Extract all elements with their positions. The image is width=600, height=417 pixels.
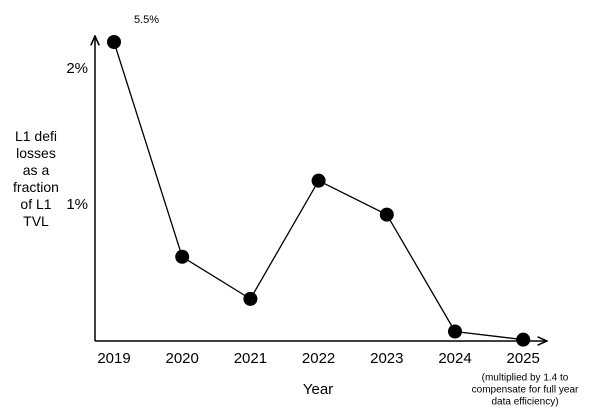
y-axis-label: L1 defi losses as a fraction of L1 TVL [8,128,64,230]
y-axis-label-line: L1 defi [14,128,58,144]
y-axis-label-line: TVL [23,213,49,229]
x-tick-label: 2024 [438,350,471,367]
data-line [113,41,524,341]
y-axis-label-line: losses [16,145,56,161]
data-point [516,332,531,347]
annotation: data efficiency) [491,397,558,408]
y-axis-label-line: of L1 [20,196,52,212]
x-tick-label: 2025 [507,350,540,367]
x-tick-label: 2021 [234,350,267,367]
annotation: compensate for full year [472,385,579,396]
x-tick-label: 2019 [97,350,130,367]
data-point [379,207,394,222]
data-point [107,35,121,49]
x-tick-label: 2023 [370,350,403,367]
data-label: 5.5% [134,14,159,26]
y-tick-label: 1% [66,196,88,213]
x-tick-label: 2020 [166,350,199,367]
data-point [175,249,190,264]
data-point [243,291,258,306]
x-axis-label: Year [303,381,333,398]
data-point [311,173,326,188]
data-point [448,324,462,339]
y-axis-label-line: as a [22,162,50,178]
y-tick-label: 2% [66,60,88,77]
x-tick-label: 2022 [302,350,335,367]
y-axis-label-line: fraction [13,179,59,195]
annotation: (multiplied by 1.4 to [482,373,569,384]
